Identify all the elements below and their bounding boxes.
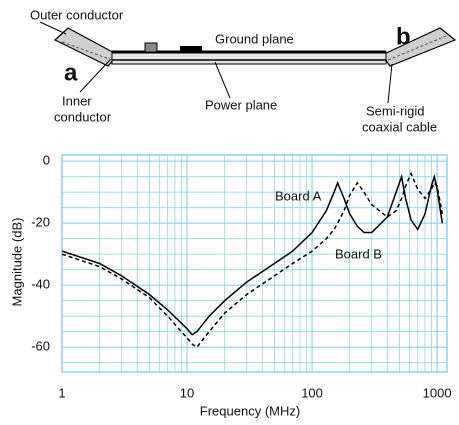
y-tick-label: -20 xyxy=(31,215,50,230)
leader xyxy=(39,21,67,35)
y-tick-label: 0 xyxy=(43,153,50,168)
plot-frame xyxy=(61,154,448,373)
component xyxy=(180,46,202,52)
diagram-label: coaxial cable xyxy=(362,119,437,134)
legend-label: Board B xyxy=(335,246,382,261)
diagram-label: Inner xyxy=(62,93,92,108)
right-cable xyxy=(381,27,457,67)
y-tick-label: -40 xyxy=(31,277,50,292)
y-tick-label: -60 xyxy=(31,339,50,354)
port-label: a xyxy=(64,59,78,86)
diagram-label: Power plane xyxy=(205,97,277,112)
diagram-label: Ground plane xyxy=(215,31,294,46)
y-axis-label: Magnitude (dB) xyxy=(9,218,24,307)
series-line xyxy=(61,171,444,349)
leader xyxy=(214,61,231,99)
legend-label: Board A xyxy=(275,188,322,203)
x-tick-label: 1000 xyxy=(423,385,452,400)
x-axis-label: Frequency (MHz) xyxy=(200,403,300,418)
series-line xyxy=(61,173,444,336)
diagram-label: Semi-rigid xyxy=(366,103,425,118)
diagram-label: Outer conductor xyxy=(30,7,124,22)
board-diagram: Outer conductor Ground plane a b Inner c… xyxy=(30,7,457,134)
right-cable-hatch xyxy=(387,35,447,61)
diagram-label: conductor xyxy=(54,109,112,124)
port-label: b xyxy=(396,23,411,50)
x-tick-label: 10 xyxy=(180,385,194,400)
x-tick-label: 100 xyxy=(301,385,323,400)
board xyxy=(111,51,387,65)
left-cable-hatch xyxy=(61,41,113,61)
leader xyxy=(79,59,111,93)
leader xyxy=(387,63,393,104)
component xyxy=(144,42,158,53)
x-tick-label: 1 xyxy=(58,385,65,400)
